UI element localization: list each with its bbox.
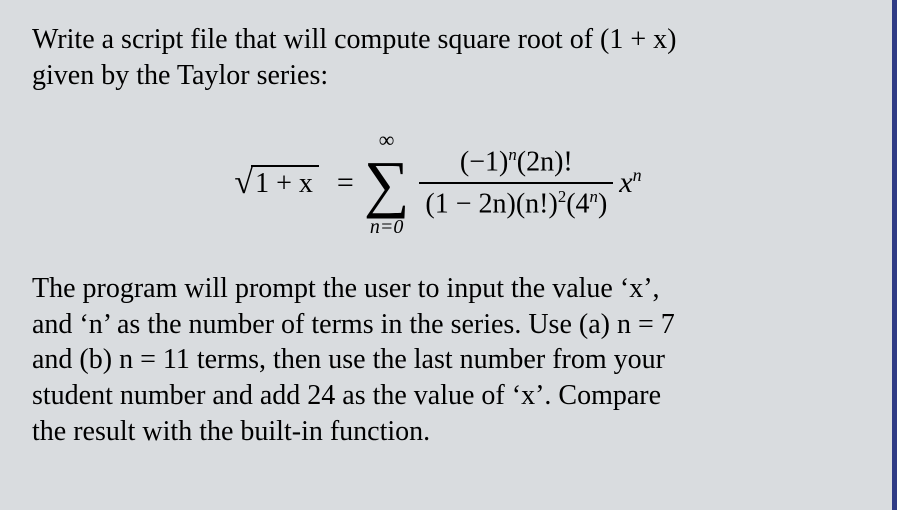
formula-block: √ 1 + x = ∞ ∑ n=0 (−1)n(2n)! (1 − 2n)(n!…	[32, 113, 844, 253]
radicand-text: 1 + x	[255, 168, 313, 199]
sum-lower-limit: n=0	[370, 217, 404, 237]
tail-base: x	[619, 166, 632, 199]
sqrt-radicand: 1 + x	[251, 165, 319, 200]
fraction-denominator: (1 − 2n)(n!)2(4n)	[419, 187, 613, 220]
den-part-c: )	[598, 188, 607, 219]
num-part-b: (2n)!	[517, 147, 573, 178]
fraction-numerator: (−1)n(2n)!	[454, 145, 579, 178]
x-power-n: xn	[619, 165, 641, 200]
den-part-a-sup: 2	[558, 187, 566, 206]
fraction: (−1)n(2n)! (1 − 2n)(n!)2(4n)	[419, 145, 613, 220]
body-line-3: and (b) n = 11 terms, then use the last …	[32, 344, 665, 375]
num-part-a-sup: n	[508, 145, 516, 164]
equals-sign: =	[337, 166, 354, 200]
den-part-b-sup: n	[590, 187, 598, 206]
body-line-5: the result with the built-in function.	[32, 416, 430, 447]
summation: ∞ ∑ n=0	[364, 129, 410, 237]
fraction-bar	[419, 182, 613, 184]
body-line-4: student number and add 24 as the value o…	[32, 380, 661, 411]
problem-page: Write a script file that will compute sq…	[0, 0, 897, 510]
num-part-a: (−1)	[460, 147, 508, 178]
sigma-icon: ∑	[364, 155, 410, 213]
intro-line-1: Write a script file that will compute sq…	[32, 24, 676, 55]
tail-sup: n	[633, 165, 642, 185]
taylor-series-formula: √ 1 + x = ∞ ∑ n=0 (−1)n(2n)! (1 − 2n)(n!…	[234, 129, 641, 237]
body-line-1: The program will prompt the user to inpu…	[32, 273, 660, 304]
instructions-paragraph: The program will prompt the user to inpu…	[32, 271, 844, 450]
intro-line-2: given by the Taylor series:	[32, 60, 328, 91]
den-part-b: (4	[566, 188, 589, 219]
sqrt-expression: √ 1 + x	[234, 165, 318, 200]
intro-paragraph: Write a script file that will compute sq…	[32, 22, 844, 95]
den-part-a: (1 − 2n)(n!)	[425, 188, 557, 219]
body-line-2: and ‘n’ as the number of terms in the se…	[32, 309, 675, 340]
